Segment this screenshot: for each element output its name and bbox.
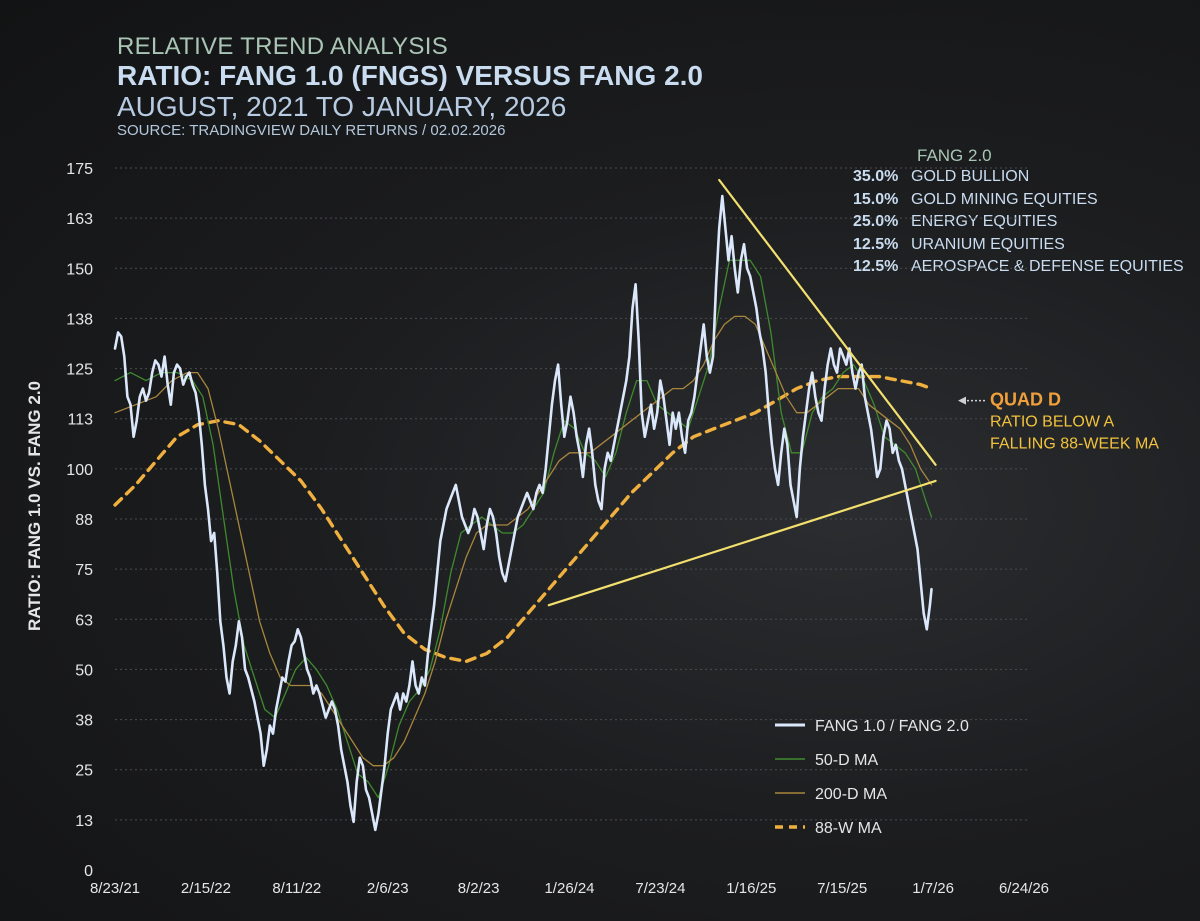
chart-title-block: RELATIVE TREND ANALYSIS RATIO: FANG 1.0 … xyxy=(117,33,703,140)
y-axis: 0 13 25 38 50 63 75 88 100 113 125 138 150 163 175 xyxy=(66,161,93,880)
x-tick-label: 2/6/23 xyxy=(367,880,409,897)
series-200-d-ma xyxy=(114,315,933,767)
y-tick-label: 175 xyxy=(66,161,93,178)
annotation-text-line-2: FALLING 88-WEEK MA xyxy=(990,436,1159,453)
y-tick-label: 88 xyxy=(75,512,93,529)
source-note: SOURCE: TRADINGVIEW DAILY RETURNS / 02.0… xyxy=(117,122,506,139)
series-lower-trendline xyxy=(547,479,937,607)
gridlines xyxy=(115,167,1027,821)
series-50-d-ma xyxy=(114,259,933,799)
y-tick-label: 150 xyxy=(66,261,93,278)
composition-pct: 15.0% xyxy=(853,190,899,208)
y-tick-label: 163 xyxy=(66,211,93,228)
legend-label: 88-W MA xyxy=(815,820,882,837)
x-tick-label: 1/26/24 xyxy=(544,880,594,897)
y-tick-label: 0 xyxy=(84,863,93,880)
legend: FANG 1.0 / FANG 2.0 50-D MA 200-D MA 88-W M… xyxy=(775,718,969,837)
composition-item: 25.0% ENERGY EQUITIES xyxy=(853,211,1184,234)
legend-label: 50-D MA xyxy=(815,752,878,769)
annotation-layer: QUAD D RATIO BELOW A FALLING 88-WEEK MA xyxy=(958,390,1159,453)
composition-name: GOLD BULLION xyxy=(911,168,1030,185)
legend-label: FANG 1.0 / FANG 2.0 xyxy=(815,718,969,735)
composition-name: AEROSPACE & DEFENSE EQUITIES xyxy=(911,258,1184,275)
composition-pct: 12.5% xyxy=(853,235,899,253)
y-tick-label: 100 xyxy=(66,462,93,479)
fang2-composition: FANG 2.0 35.0% GOLD BULLION 15.0% GOLD MIN… xyxy=(853,146,1184,279)
x-tick-label: 2/15/22 xyxy=(181,880,231,897)
chart-title: RATIO: FANG 1.0 (FNGS) VERSUS FANG 2.0 xyxy=(117,60,704,91)
composition-pct: 12.5% xyxy=(853,258,899,275)
annotation-arrow-head xyxy=(958,396,966,405)
x-tick-label: 7/23/24 xyxy=(635,880,685,897)
composition-title: FANG 2.0 xyxy=(917,146,992,165)
x-tick-label: 8/23/21 xyxy=(90,880,140,897)
composition-name: ENERGY EQUITIES xyxy=(911,213,1058,230)
y-tick-label: 25 xyxy=(75,763,93,780)
series-layer xyxy=(113,178,937,832)
date-range: AUGUST, 2021 TO JANUARY, 2026 xyxy=(117,91,567,122)
x-tick-label: 1/16/25 xyxy=(726,880,776,897)
composition-item: 35.0% GOLD BULLION xyxy=(853,166,1184,189)
legend-label: 200-D MA xyxy=(815,786,887,803)
annotation-text-line-1: RATIO BELOW A xyxy=(990,414,1115,431)
composition-name: GOLD MINING EQUITIES xyxy=(911,190,1098,208)
composition-item: 12.5% URANIUM EQUITIES xyxy=(853,234,1184,257)
x-axis: 8/23/21 2/15/22 8/11/22 2/6/23 8/2/23 1/26/24… xyxy=(90,880,1049,897)
y-tick-label: 13 xyxy=(75,813,93,830)
series-88-w-ma xyxy=(113,374,934,664)
composition-name: URANIUM EQUITIES xyxy=(911,235,1065,253)
y-tick-label: 125 xyxy=(66,362,93,379)
x-tick-label: 7/15/25 xyxy=(817,880,867,897)
composition-pct: 25.0% xyxy=(853,213,899,230)
x-tick-label: 6/24/26 xyxy=(999,880,1049,897)
series-fang-1-0-fang-2-0 xyxy=(113,194,933,832)
y-tick-label: 75 xyxy=(75,562,93,579)
x-tick-label: 8/2/23 xyxy=(458,880,500,897)
y-tick-label: 38 xyxy=(75,713,93,730)
title-line-1: RELATIVE TREND ANALYSIS xyxy=(117,33,449,60)
y-tick-label: 138 xyxy=(66,311,93,328)
x-tick-label: 1/7/26 xyxy=(912,880,954,897)
y-tick-label: 113 xyxy=(67,412,93,429)
x-tick-label: 8/11/22 xyxy=(272,880,321,897)
composition-item: 12.5% AEROSPACE & DEFENSE EQUITIES xyxy=(853,256,1184,279)
composition-pct: 35.0% xyxy=(853,168,899,185)
annotation-title: QUAD D xyxy=(990,390,1061,410)
y-tick-label: 50 xyxy=(75,662,93,679)
y-tick-label: 63 xyxy=(75,612,93,629)
y-axis-label: RATIO: FANG 1.0 VS. FANG 2.0 xyxy=(25,381,44,631)
composition-item: 15.0% GOLD MINING EQUITIES xyxy=(853,189,1184,212)
series-upper-trendline xyxy=(718,178,937,466)
